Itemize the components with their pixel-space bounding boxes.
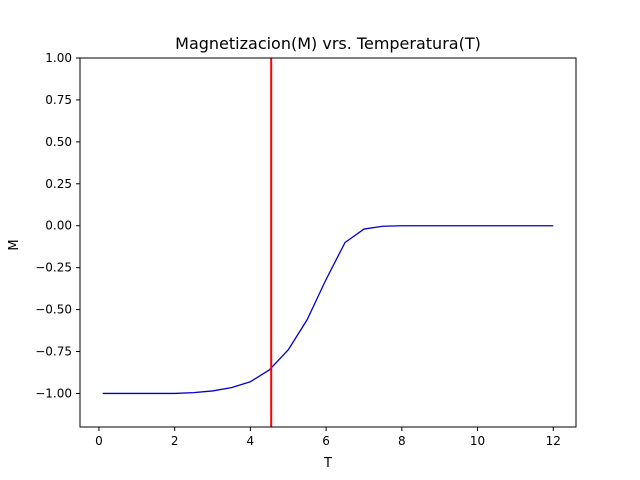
y-tick-label: −0.75 bbox=[35, 345, 72, 359]
x-tick-label: 0 bbox=[95, 434, 103, 448]
y-tick-label: −0.25 bbox=[35, 261, 72, 275]
x-tick-label: 8 bbox=[398, 434, 406, 448]
y-tick-label: 0.00 bbox=[45, 219, 72, 233]
axes: 0 2 4 6 8 10 12 −1.00 −0.75 −0.50 −0.25 0.00 0.25 0.5… bbox=[35, 51, 577, 448]
x-axis-label: T bbox=[323, 456, 332, 471]
x-tick-label: 2 bbox=[171, 434, 179, 448]
y-tick-label: 0.75 bbox=[45, 93, 72, 107]
y-tick-label: 0.25 bbox=[45, 177, 72, 191]
x-tick-label: 6 bbox=[322, 434, 330, 448]
y-tick-label: 1.00 bbox=[45, 51, 72, 65]
axes-frame bbox=[79, 57, 577, 428]
y-axis-label: M bbox=[7, 239, 22, 250]
y-tick-label: −0.50 bbox=[35, 303, 72, 317]
y-tick-label: 0.50 bbox=[45, 135, 72, 149]
y-tick-label: −1.00 bbox=[35, 386, 72, 400]
x-tick-label: 12 bbox=[546, 434, 561, 448]
chart-title: Magnetizacion(M) vrs. Temperatura(T) bbox=[175, 34, 481, 53]
x-tick-label: 10 bbox=[470, 434, 485, 448]
series-line-0 bbox=[102, 225, 554, 395]
x-tick-label: 4 bbox=[247, 434, 255, 448]
plot-area bbox=[102, 58, 554, 427]
